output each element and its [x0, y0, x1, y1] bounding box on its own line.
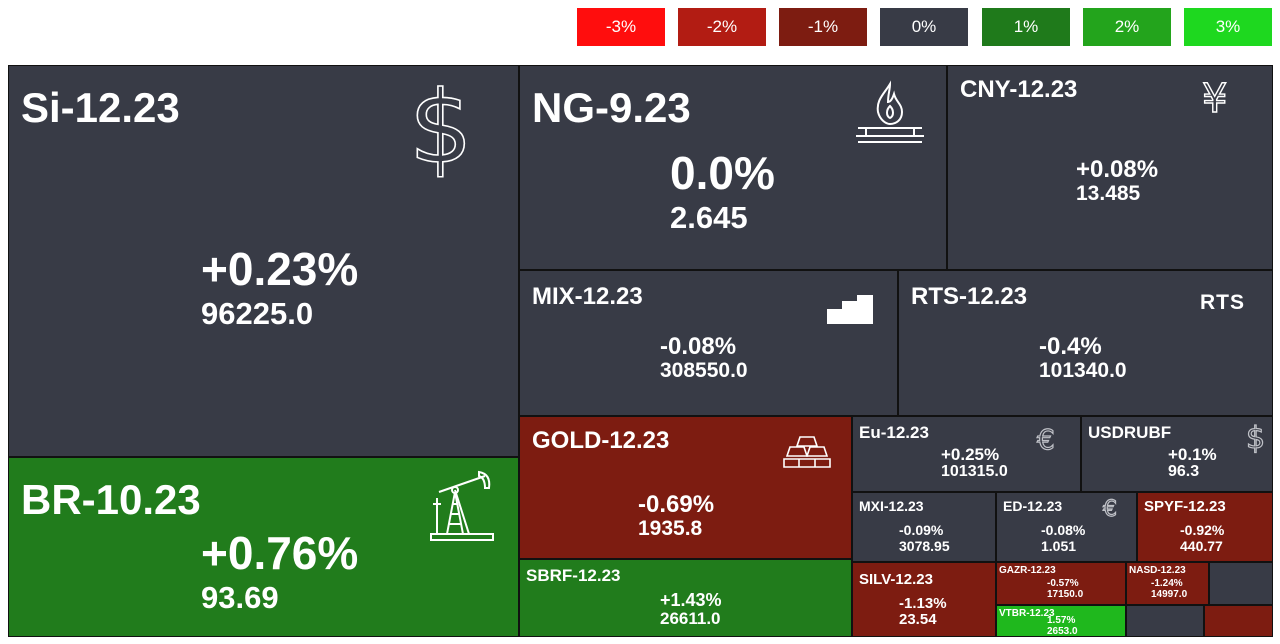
tile-nasd[interactable]: NASD-12.23 -1.24% 14997.0 — [1126, 562, 1209, 605]
euro-icon: € — [1036, 422, 1055, 456]
tile-change: -1.24% — [1151, 578, 1183, 589]
tile-change: +0.23% — [201, 243, 359, 295]
dollar-icon: $ — [1245, 420, 1266, 456]
tile-gold[interactable]: GOLD-12.23 -0.69% 1935.8 — [519, 416, 852, 559]
dollar-icon: $ — [408, 69, 473, 186]
tile-price: 13.485 — [1076, 182, 1141, 205]
tile-silv[interactable]: SILV-12.23 -1.13% 23.54 — [852, 562, 996, 637]
tile-unlabeled-red-small[interactable] — [1204, 605, 1273, 637]
tile-vtbr[interactable]: VTBR-12.23 1.57% 2653.0 — [996, 605, 1126, 637]
tile-si[interactable]: Si-12.23 $ +0.23% 96225.0 — [8, 65, 519, 457]
tile-name: GOLD-12.23 — [532, 427, 670, 454]
tile-mxi[interactable]: MXI-12.23 -0.09% 3078.95 — [852, 492, 996, 562]
tile-price: 17150.0 — [1047, 589, 1084, 600]
rts-logo-icon: RTS — [1200, 291, 1245, 314]
tile-usdrubf[interactable]: USDRUBF $ +0.1% 96.3 — [1081, 416, 1273, 492]
tile-price: 3078.95 — [899, 538, 950, 554]
legend-minus1[interactable]: -1% — [779, 8, 867, 46]
gas-flame-icon — [854, 80, 926, 149]
tile-price: 101315.0 — [941, 463, 1008, 480]
tile-price: 23.54 — [899, 611, 937, 628]
tile-sbrf[interactable]: SBRF-12.23 +1.43% 26611.0 — [519, 559, 852, 637]
tile-name: ED-12.23 — [1003, 498, 1063, 514]
tile-unlabeled-neutral-small[interactable] — [1126, 605, 1204, 637]
tile-cny[interactable]: CNY-12.23 ¥ +0.08% 13.485 — [947, 65, 1273, 270]
tile-price: 26611.0 — [660, 609, 721, 628]
tile-name: NG-9.23 — [532, 84, 691, 131]
tile-spyf[interactable]: SPYF-12.23 -0.92% 440.77 — [1137, 492, 1273, 562]
tile-name: Si-12.23 — [21, 84, 180, 131]
tile-ng[interactable]: NG-9.23 0.0% 2.645 — [519, 65, 947, 270]
tile-mix[interactable]: MIX-12.23 -0.08% 308550.0 — [519, 270, 898, 416]
legend-minus3[interactable]: -3% — [577, 8, 665, 46]
tile-change: -0.08% — [1041, 522, 1086, 538]
tile-br[interactable]: BR-10.23 +0.76% 93.69 — [8, 457, 519, 637]
tile-name: CNY-12.23 — [960, 76, 1078, 103]
tile-change: -0.4% — [1039, 333, 1102, 360]
tile-eu[interactable]: Eu-12.23 € +0.25% 101315.0 — [852, 416, 1081, 492]
tile-name: RTS-12.23 — [911, 283, 1028, 310]
tile-change: +0.1% — [1168, 445, 1217, 464]
tile-name: MXI-12.23 — [859, 498, 924, 514]
tile-name: USDRUBF — [1088, 423, 1172, 442]
legend-plus3[interactable]: 3% — [1184, 8, 1272, 46]
tile-price: 93.69 — [201, 580, 279, 615]
tile-name: BR-10.23 — [21, 476, 201, 523]
tile-change: +0.76% — [201, 527, 359, 579]
tile-change: -1.13% — [899, 595, 947, 612]
tile-name: MIX-12.23 — [532, 283, 643, 310]
tile-change: 0.0% — [670, 147, 775, 199]
tile-gazr[interactable]: GAZR-12.23 -0.57% 17150.0 — [996, 562, 1126, 605]
tile-price: 1.051 — [1041, 538, 1077, 554]
tile-ed[interactable]: ED-12.23 € -0.08% 1.051 — [996, 492, 1137, 562]
tile-price: 14997.0 — [1151, 589, 1188, 600]
tile-change: -0.57% — [1047, 578, 1079, 589]
tile-change: 1.57% — [1047, 615, 1076, 626]
tile-price: 1935.8 — [638, 517, 703, 540]
tile-change: -0.09% — [899, 522, 944, 538]
tile-change: +0.08% — [1076, 156, 1159, 183]
tile-change: -0.69% — [638, 491, 715, 518]
tile-price: 2.645 — [670, 200, 748, 235]
euro-icon: € — [1102, 496, 1117, 522]
tile-change: +0.25% — [941, 445, 1000, 464]
tile-name: SILV-12.23 — [859, 571, 933, 588]
tile-price: 440.77 — [1180, 538, 1223, 554]
gold-bars-icon — [782, 435, 832, 474]
tile-name: NASD-12.23 — [1129, 565, 1186, 576]
tile-rts[interactable]: RTS-12.23 RTS -0.4% 101340.0 — [898, 270, 1273, 416]
treemap: Si-12.23 $ +0.23% 96225.0 BR-10.23 +0.76… — [8, 65, 1273, 637]
tile-price: 308550.0 — [660, 359, 748, 382]
yen-icon: ¥ — [1201, 75, 1228, 122]
index-bars-icon — [825, 293, 875, 330]
legend-plus1[interactable]: 1% — [982, 8, 1070, 46]
tile-name: GAZR-12.23 — [999, 565, 1056, 576]
tile-name: VTBR-12.23 — [999, 608, 1055, 619]
tile-name: SBRF-12.23 — [526, 566, 621, 585]
tile-unlabeled-neutral[interactable] — [1209, 562, 1273, 605]
oil-pump-icon — [429, 468, 495, 547]
tile-price: 96225.0 — [201, 296, 314, 331]
tile-name: SPYF-12.23 — [1144, 498, 1226, 515]
tile-price: 96.3 — [1168, 463, 1200, 480]
legend-plus2[interactable]: 2% — [1083, 8, 1171, 46]
tile-price: 101340.0 — [1039, 359, 1127, 382]
legend-zero[interactable]: 0% — [880, 8, 968, 46]
tile-change: +1.43% — [660, 590, 722, 610]
tile-change: -0.92% — [1180, 522, 1225, 538]
legend-minus2[interactable]: -2% — [678, 8, 766, 46]
tile-change: -0.08% — [660, 333, 737, 360]
tile-name: Eu-12.23 — [859, 423, 929, 442]
tile-price: 2653.0 — [1047, 626, 1078, 637]
